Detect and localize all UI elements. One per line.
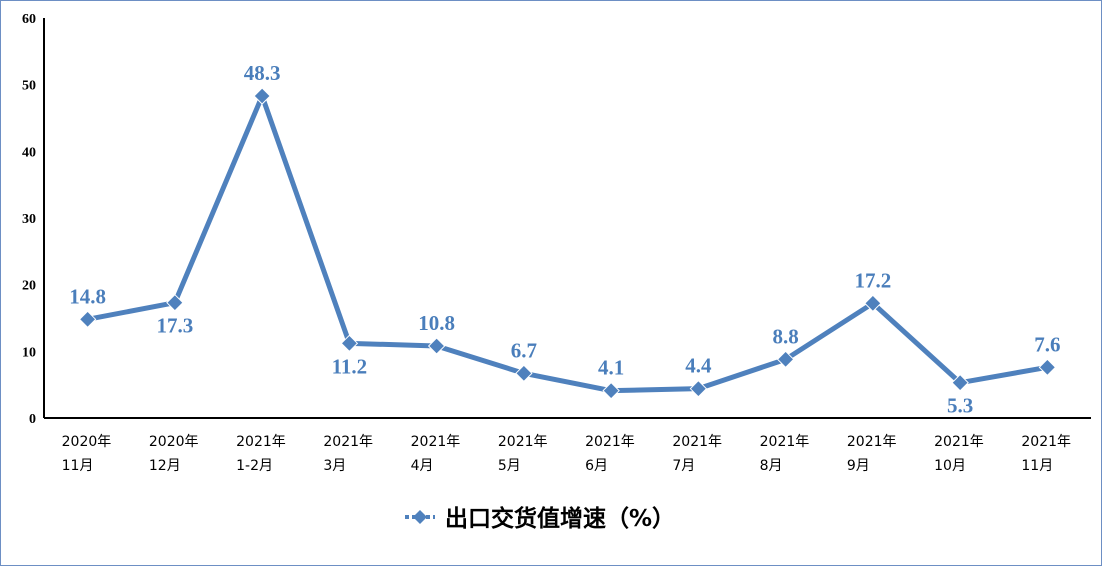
- x-tick-label: 2020年: [62, 434, 112, 450]
- x-tick-label: 2021年: [847, 434, 897, 450]
- data-label: 4.4: [685, 354, 712, 378]
- data-label: 6.7: [511, 338, 537, 362]
- y-tick-label: 20: [22, 279, 36, 294]
- x-tick-label: 2021年: [585, 434, 635, 450]
- x-tick-label: 12月: [149, 458, 181, 474]
- data-label: 7.6: [1034, 332, 1060, 356]
- data-label: 8.8: [773, 324, 799, 348]
- data-point-marker: [253, 87, 271, 105]
- data-label: 4.1: [598, 356, 624, 380]
- data-point-marker: [78, 310, 97, 329]
- x-tick-label: 4月: [411, 458, 434, 474]
- y-tick-label: 0: [29, 412, 36, 427]
- x-tick-label: 2021年: [411, 434, 461, 450]
- data-point-marker: [951, 373, 969, 392]
- data-point-marker: [166, 293, 184, 312]
- x-tick-label: 2021年: [323, 434, 373, 450]
- x-tick-label: 11月: [1021, 458, 1053, 474]
- x-tick-label: 2021年: [236, 434, 286, 450]
- data-label: 5.3: [947, 394, 973, 418]
- x-tick-label: 7月: [672, 458, 695, 474]
- y-tick-label: 10: [22, 345, 36, 360]
- legend-label: 出口交货值增速（%）: [445, 505, 675, 532]
- x-tick-label: 9月: [847, 458, 870, 474]
- x-tick-label: 8月: [760, 458, 783, 474]
- x-tick-label: 2021年: [934, 434, 984, 450]
- x-tick-label: 1-2月: [236, 458, 273, 474]
- x-tick-label: 2021年: [760, 434, 810, 450]
- x-tick-label: 11月: [62, 458, 94, 474]
- series-line: [87, 93, 1048, 394]
- x-tick-label: 2021年: [498, 434, 548, 450]
- data-label: 48.3: [244, 61, 281, 85]
- y-tick-label: 30: [22, 212, 36, 227]
- y-tick-label: 60: [22, 12, 36, 27]
- x-tick-label: 2020年: [149, 434, 199, 450]
- x-tick-label: 3月: [323, 458, 346, 474]
- data-point-marker: [864, 294, 882, 313]
- data-point-marker: [427, 337, 446, 355]
- data-label: 14.8: [69, 284, 106, 308]
- x-tick-label: 6月: [585, 458, 608, 474]
- data-label: 17.2: [855, 268, 892, 292]
- data-label: 10.8: [418, 311, 455, 335]
- legend-diamond-icon: [413, 510, 427, 524]
- data-point-marker: [515, 364, 533, 383]
- y-tick-label: 50: [22, 79, 36, 94]
- x-tick-label: 10月: [934, 458, 966, 474]
- data-point-marker: [602, 381, 620, 400]
- data-point-marker: [1038, 358, 1057, 377]
- data-point-marker: [340, 334, 359, 353]
- data-label: 17.3: [157, 314, 194, 338]
- x-tick-label: 2021年: [672, 434, 722, 450]
- y-tick-label: 40: [22, 145, 36, 160]
- data-point-marker: [689, 379, 708, 398]
- data-label: 11.2: [332, 354, 368, 378]
- data-point-marker: [776, 350, 795, 369]
- x-tick-label: 5月: [498, 458, 521, 474]
- x-tick-label: 2021年: [1021, 434, 1071, 450]
